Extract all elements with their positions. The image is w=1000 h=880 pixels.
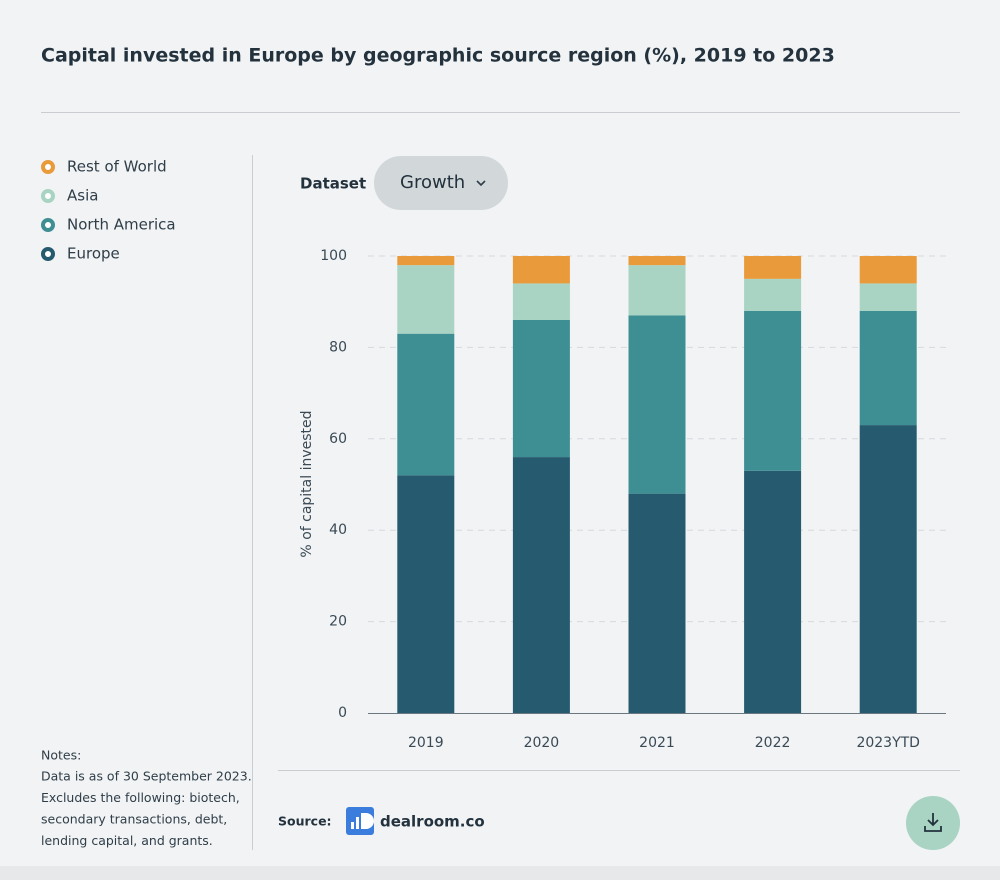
bar-segment (744, 256, 802, 279)
legend-label: Europe (67, 245, 120, 263)
bar-segment (628, 265, 686, 316)
chart-title: Capital invested in Europe by geographic… (41, 45, 835, 67)
legend-marker (41, 247, 55, 261)
legend-label: Asia (67, 187, 98, 205)
y-axis-label: % of capital invested (299, 410, 315, 557)
legend-marker (41, 189, 55, 203)
y-tick-label: 40 (329, 522, 347, 538)
bar-segment (512, 457, 570, 713)
x-tick-label: 2022 (755, 735, 791, 751)
bar-segment (628, 256, 686, 266)
bottom-strip (0, 866, 1000, 880)
note-line: lending capital, and grants. (41, 833, 213, 848)
bar-segment (744, 470, 802, 713)
dropdown-value[interactable]: Growth (400, 172, 465, 193)
bar-segment (859, 310, 917, 426)
chevron-icon[interactable] (476, 180, 486, 187)
legend-marker (41, 160, 55, 174)
dealroom-logo[interactable]: dealroom.co (346, 807, 485, 835)
note-line: Excludes the following: biotech, (41, 790, 240, 805)
bar-segment (744, 310, 802, 471)
note-line: Data is as of 30 September 2023. (41, 769, 252, 784)
bar-segment (859, 256, 917, 284)
note-line: secondary transactions, debt, (41, 812, 227, 827)
legend-label: Rest of World (67, 158, 167, 176)
bar-segment (512, 256, 570, 284)
y-tick-label: 80 (329, 339, 347, 355)
y-tick-label: 0 (338, 705, 347, 721)
x-tick-label: 2021 (639, 735, 675, 751)
bar-segment (397, 265, 455, 334)
logo-icon[interactable] (361, 813, 374, 829)
x-tick-label: 2019 (408, 735, 444, 751)
y-tick-label: 60 (329, 431, 347, 447)
download-button[interactable] (906, 796, 960, 850)
x-tick-label: 2020 (524, 735, 560, 751)
logo-icon[interactable] (356, 817, 359, 829)
notes-heading: Notes: (41, 748, 81, 763)
source-label: Source: (278, 814, 332, 829)
bar-segment (512, 319, 570, 458)
download-icon[interactable] (924, 813, 942, 832)
logo-icon[interactable] (351, 822, 354, 829)
bar-segment (628, 315, 686, 494)
bar-segment (628, 493, 686, 713)
bar-segment (859, 283, 917, 311)
bar-segment (397, 333, 455, 476)
brand-name[interactable]: dealroom.co (380, 813, 485, 831)
bar-segment (397, 475, 455, 713)
bar-segment (397, 256, 455, 266)
bar-segment (859, 425, 917, 713)
y-tick-label: 20 (329, 614, 347, 630)
bar-segment (512, 283, 570, 320)
y-tick-label: 100 (320, 248, 347, 264)
legend-marker (41, 218, 55, 232)
dataset-dropdown[interactable]: Growth (374, 156, 508, 210)
legend-label: North America (67, 216, 176, 234)
dataset-label: Dataset (300, 175, 366, 193)
x-tick-label: 2023YTD (856, 735, 920, 751)
bar-segment (744, 278, 802, 311)
dropdown-pill[interactable] (374, 156, 508, 210)
